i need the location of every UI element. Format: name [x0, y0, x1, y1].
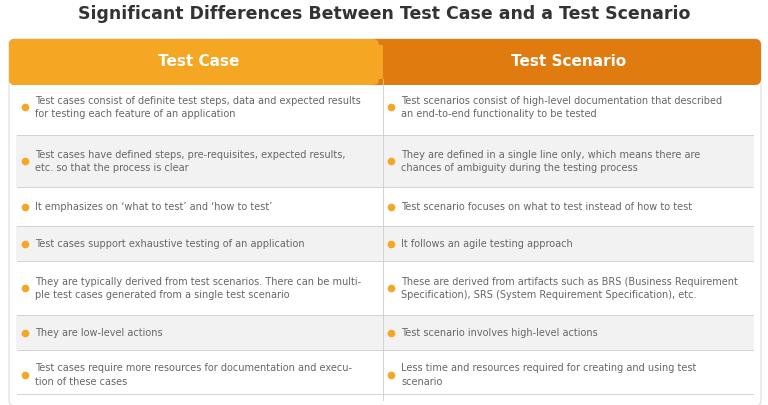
Bar [15, 45, 383, 79]
Text: Test Scenario: Test Scenario [511, 55, 627, 70]
Text: They are typically derived from test scenarios. There can be multi-
ple test cas: They are typically derived from test sce… [35, 277, 361, 300]
Text: Test cases support exhaustive testing of an application: Test cases support exhaustive testing of… [35, 239, 305, 249]
Bar [16, 135, 754, 188]
FancyBboxPatch shape [9, 39, 761, 85]
Text: Less time and resources required for creating and using test
scenario: Less time and resources required for cre… [401, 363, 697, 387]
Text: Test cases consist of definite test steps, data and expected results
for testing: Test cases consist of definite test step… [35, 96, 361, 119]
Text: It follows an agile testing approach: It follows an agile testing approach [401, 239, 573, 249]
Text: Test cases have defined steps, pre-requisites, expected results,
etc. so that th: Test cases have defined steps, pre-requi… [35, 150, 346, 173]
Bar [16, 315, 754, 350]
Bar [363, 45, 383, 79]
FancyBboxPatch shape [9, 39, 379, 85]
Bar [16, 350, 754, 400]
Text: Test scenario involves high-level actions: Test scenario involves high-level action… [401, 328, 598, 338]
Text: They are defined in a single line only, which means there are
chances of ambigui: They are defined in a single line only, … [401, 150, 700, 173]
Text: Significant Differences Between Test Case and a Test Scenario: Significant Differences Between Test Cas… [78, 5, 690, 23]
Bar [16, 79, 754, 135]
Text: It emphasizes on ‘what to test’ and ‘how to test’: It emphasizes on ‘what to test’ and ‘how… [35, 202, 273, 212]
Bar [16, 188, 754, 226]
Text: Test Case: Test Case [158, 55, 240, 70]
Bar [16, 261, 754, 315]
Text: They are low-level actions: They are low-level actions [35, 328, 163, 338]
Text: Test scenario focuses on what to test instead of how to test: Test scenario focuses on what to test in… [401, 202, 692, 212]
Text: Test scenarios consist of high-level documentation that described
an end-to-end : Test scenarios consist of high-level doc… [401, 96, 722, 119]
Bar [16, 226, 754, 261]
Text: These are derived from artifacts such as BRS (Business Requirement
Specification: These are derived from artifacts such as… [401, 277, 738, 300]
Text: Test cases require more resources for documentation and execu-
tion of these cas: Test cases require more resources for do… [35, 363, 352, 387]
